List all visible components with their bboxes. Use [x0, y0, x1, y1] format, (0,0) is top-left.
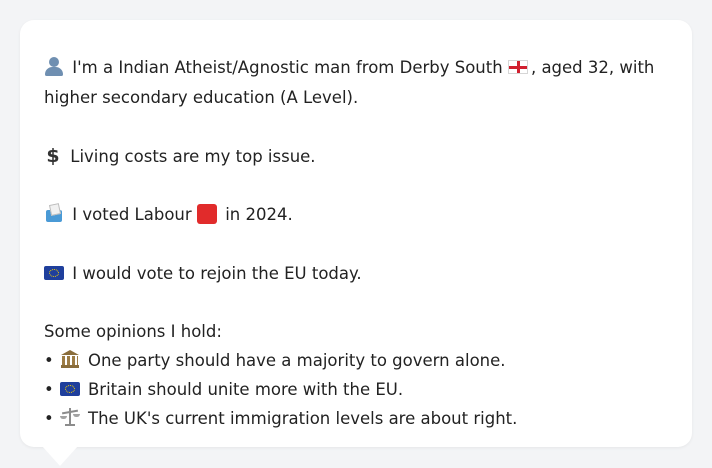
bullet: •: [44, 409, 54, 428]
opinions-heading: Some opinions I hold:: [44, 322, 222, 341]
education-text: higher secondary education (A Level).: [44, 88, 359, 107]
classical-building-icon: [60, 349, 80, 369]
england-flag-icon: [507, 60, 528, 74]
vote-2024-line: I voted Labour in 2024.: [44, 203, 293, 227]
opinion-text: The UK's current immigration levels are …: [87, 409, 518, 428]
vote-text-end: in 2024.: [225, 205, 293, 224]
balance-scale-icon: [59, 407, 80, 427]
opinion-item: • One party should have a majority to go…: [44, 349, 506, 373]
eu-referendum-line: I would vote to rejoin the EU today.: [44, 262, 362, 286]
opinion-text: One party should have a majority to gove…: [87, 351, 506, 370]
bullet: •: [44, 380, 54, 399]
profile-intro-line-2: higher secondary education (A Level).: [44, 86, 358, 110]
bullet: •: [44, 351, 54, 370]
eu-text: I would vote to rejoin the EU today.: [72, 264, 362, 283]
vote-text-start: I voted Labour: [72, 205, 192, 224]
intro-text-age: , aged 32, with: [530, 58, 655, 77]
profile-intro-line-1: I'm a Indian Atheist/Agnostic man from D…: [44, 56, 654, 80]
opinion-item: • The UK's current immigration levels ar…: [44, 407, 517, 431]
top-issue-line: $ Living costs are my top issue.: [44, 144, 316, 169]
dollar-sign-icon: $: [46, 145, 60, 167]
red-square-icon: [196, 204, 217, 224]
profile-message-bubble: I'm a Indian Atheist/Agnostic man from D…: [20, 20, 692, 447]
person-bust-icon: [44, 56, 64, 76]
opinion-item: • Britain should unite more with the EU.: [44, 378, 403, 402]
top-issue-text: Living costs are my top issue.: [70, 147, 316, 166]
ballot-box-icon: [44, 203, 64, 223]
eu-flag-icon: [59, 382, 80, 396]
eu-flag-icon: [44, 266, 64, 280]
intro-text-start: I'm a Indian Atheist/Agnostic man from D…: [72, 58, 503, 77]
opinion-text: Britain should unite more with the EU.: [87, 380, 404, 399]
bubble-tail: [42, 446, 78, 466]
